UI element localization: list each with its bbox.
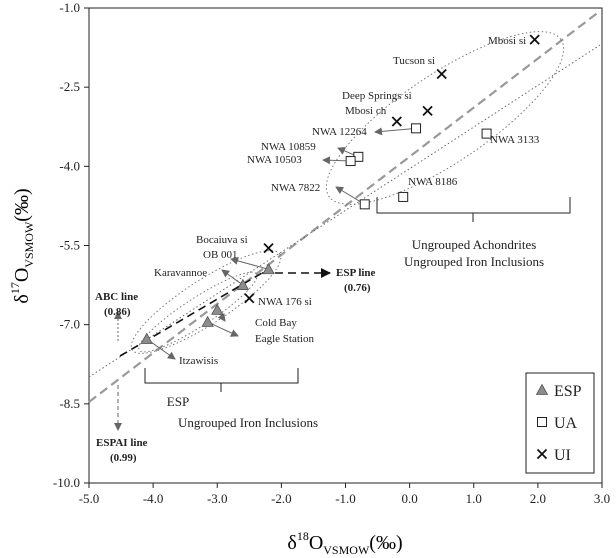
esp-data-point [140, 332, 153, 344]
ui-data-point [436, 68, 447, 80]
y-title-sub: VSMOW [22, 221, 36, 268]
point-label: OB 001 [203, 249, 238, 261]
y-title-o: O [11, 268, 33, 282]
group-upper-line1: Ungrouped Achondrites [412, 237, 537, 252]
abc-line-slope: (0.86) [104, 306, 131, 318]
x-title-sup: 18 [297, 529, 309, 543]
point-label: NWA 12264 [312, 126, 367, 138]
x-title-delta: δ [287, 532, 296, 554]
point-label: NWA 10503 [247, 154, 302, 166]
y-tick-label: -10.0 [53, 475, 80, 490]
point-label: NWA 10859 [261, 141, 316, 153]
label-leader-arrow [230, 256, 269, 270]
label-leader-arrow [207, 321, 239, 337]
x-tick-label: 3.0 [594, 491, 610, 506]
label-leader-arrow [374, 127, 417, 136]
x-tick-label: -2.0 [271, 491, 292, 506]
group-lower-line1: ESP [167, 394, 189, 409]
esp-data-point [211, 303, 224, 315]
y-tick-label: -4.0 [59, 158, 80, 173]
esp-grouping-ellipse-outer [130, 250, 282, 354]
point-label: Bocaiuva si [196, 234, 248, 246]
y-title-unit: (‰) [11, 188, 33, 221]
espai-line-annotation: ESPAI line (0.99) [96, 437, 148, 464]
ui-data-point [263, 243, 274, 254]
legend-marker-ui [536, 448, 548, 460]
ua-data-point [359, 199, 370, 210]
ui-data-point [422, 105, 433, 117]
espai-reference-line [88, 10, 601, 403]
ua-ui-grouping-ellipse [325, 31, 565, 205]
point-label: Deep Springs si [342, 90, 412, 102]
y-axis-title: δ17OVSMOW(‰) [8, 188, 36, 303]
y-tick-label: -5.5 [59, 238, 80, 253]
group-lower-line2: Ungrouped Iron Inclusions [178, 415, 318, 430]
point-label: Eagle Station [255, 333, 314, 345]
espai-line-slope: (0.99) [110, 452, 137, 464]
espai-line-label: ESPAI line [96, 437, 148, 449]
esp-data-point [262, 262, 275, 275]
abc-line-annotation: ABC line (0.86) [95, 291, 138, 318]
point-label: NWA 7822 [271, 182, 320, 194]
upper-group-bracket [376, 197, 571, 222]
x-tick-label: 0.0 [402, 491, 418, 506]
x-title-sub: VSMOW [323, 543, 370, 557]
y-title-delta: δ [11, 294, 33, 303]
ua-data-point [481, 128, 492, 139]
legend-marker-ua [537, 417, 547, 427]
point-label: Mbosi ch [345, 105, 387, 117]
point-label: Tucson si [393, 55, 435, 67]
x-title-o: O [309, 532, 323, 554]
x-tick-label: 2.0 [530, 491, 546, 506]
label-leader-arrow [221, 269, 244, 286]
x-tick-label: -1.0 [335, 491, 356, 506]
y-tick-label: -7.0 [59, 317, 80, 332]
ua-data-point [398, 191, 409, 202]
abc-line-label: ABC line [95, 291, 138, 303]
group-upper-line2: Ungrouped Iron Inclusions [404, 254, 544, 269]
point-label: NWA 176 si [258, 296, 312, 308]
legend-label-esp: ESP [554, 383, 582, 400]
ua-data-point [411, 123, 422, 134]
x-axis-title: δ18OVSMOW(‰) [287, 529, 402, 557]
abc-reference-line [88, 44, 601, 378]
x-title-unit: (‰) [369, 532, 402, 554]
point-label: NWA 8186 [408, 176, 458, 188]
point-label: Karavannoe [154, 267, 207, 279]
y-title-sup: 17 [8, 282, 22, 294]
ua-data-point [345, 156, 356, 167]
x-tick-label: -5.0 [79, 491, 100, 506]
lower-group-bracket [144, 368, 299, 392]
y-tick-label: -1.0 [59, 0, 80, 15]
point-label: Mbosi si [488, 35, 526, 47]
point-label: NWA 3133 [490, 134, 540, 146]
esp-line-slope: (0.76) [344, 282, 371, 294]
x-tick-label: -3.0 [207, 491, 228, 506]
legend-marker-esp [535, 383, 549, 395]
esp-data-point [201, 315, 214, 327]
y-tick-label: -8.5 [59, 396, 80, 411]
legend-label-ui: UI [554, 447, 571, 464]
legend: ESP UA UI [525, 372, 595, 474]
point-label: Itzawisis [179, 355, 218, 367]
ui-data-point [244, 293, 255, 304]
ui-data-point [391, 116, 402, 127]
esp-line-annotation: ESP line (0.76) [336, 267, 376, 294]
y-tick-label: -2.5 [59, 79, 80, 94]
x-tick-label: -4.0 [143, 491, 164, 506]
ui-data-point [529, 34, 540, 45]
esp-line-label: ESP line [336, 267, 376, 279]
point-label: Cold Bay [255, 317, 297, 329]
esp-data-point [236, 278, 250, 290]
legend-label-ua: UA [554, 415, 578, 432]
x-tick-label: 1.0 [466, 491, 482, 506]
